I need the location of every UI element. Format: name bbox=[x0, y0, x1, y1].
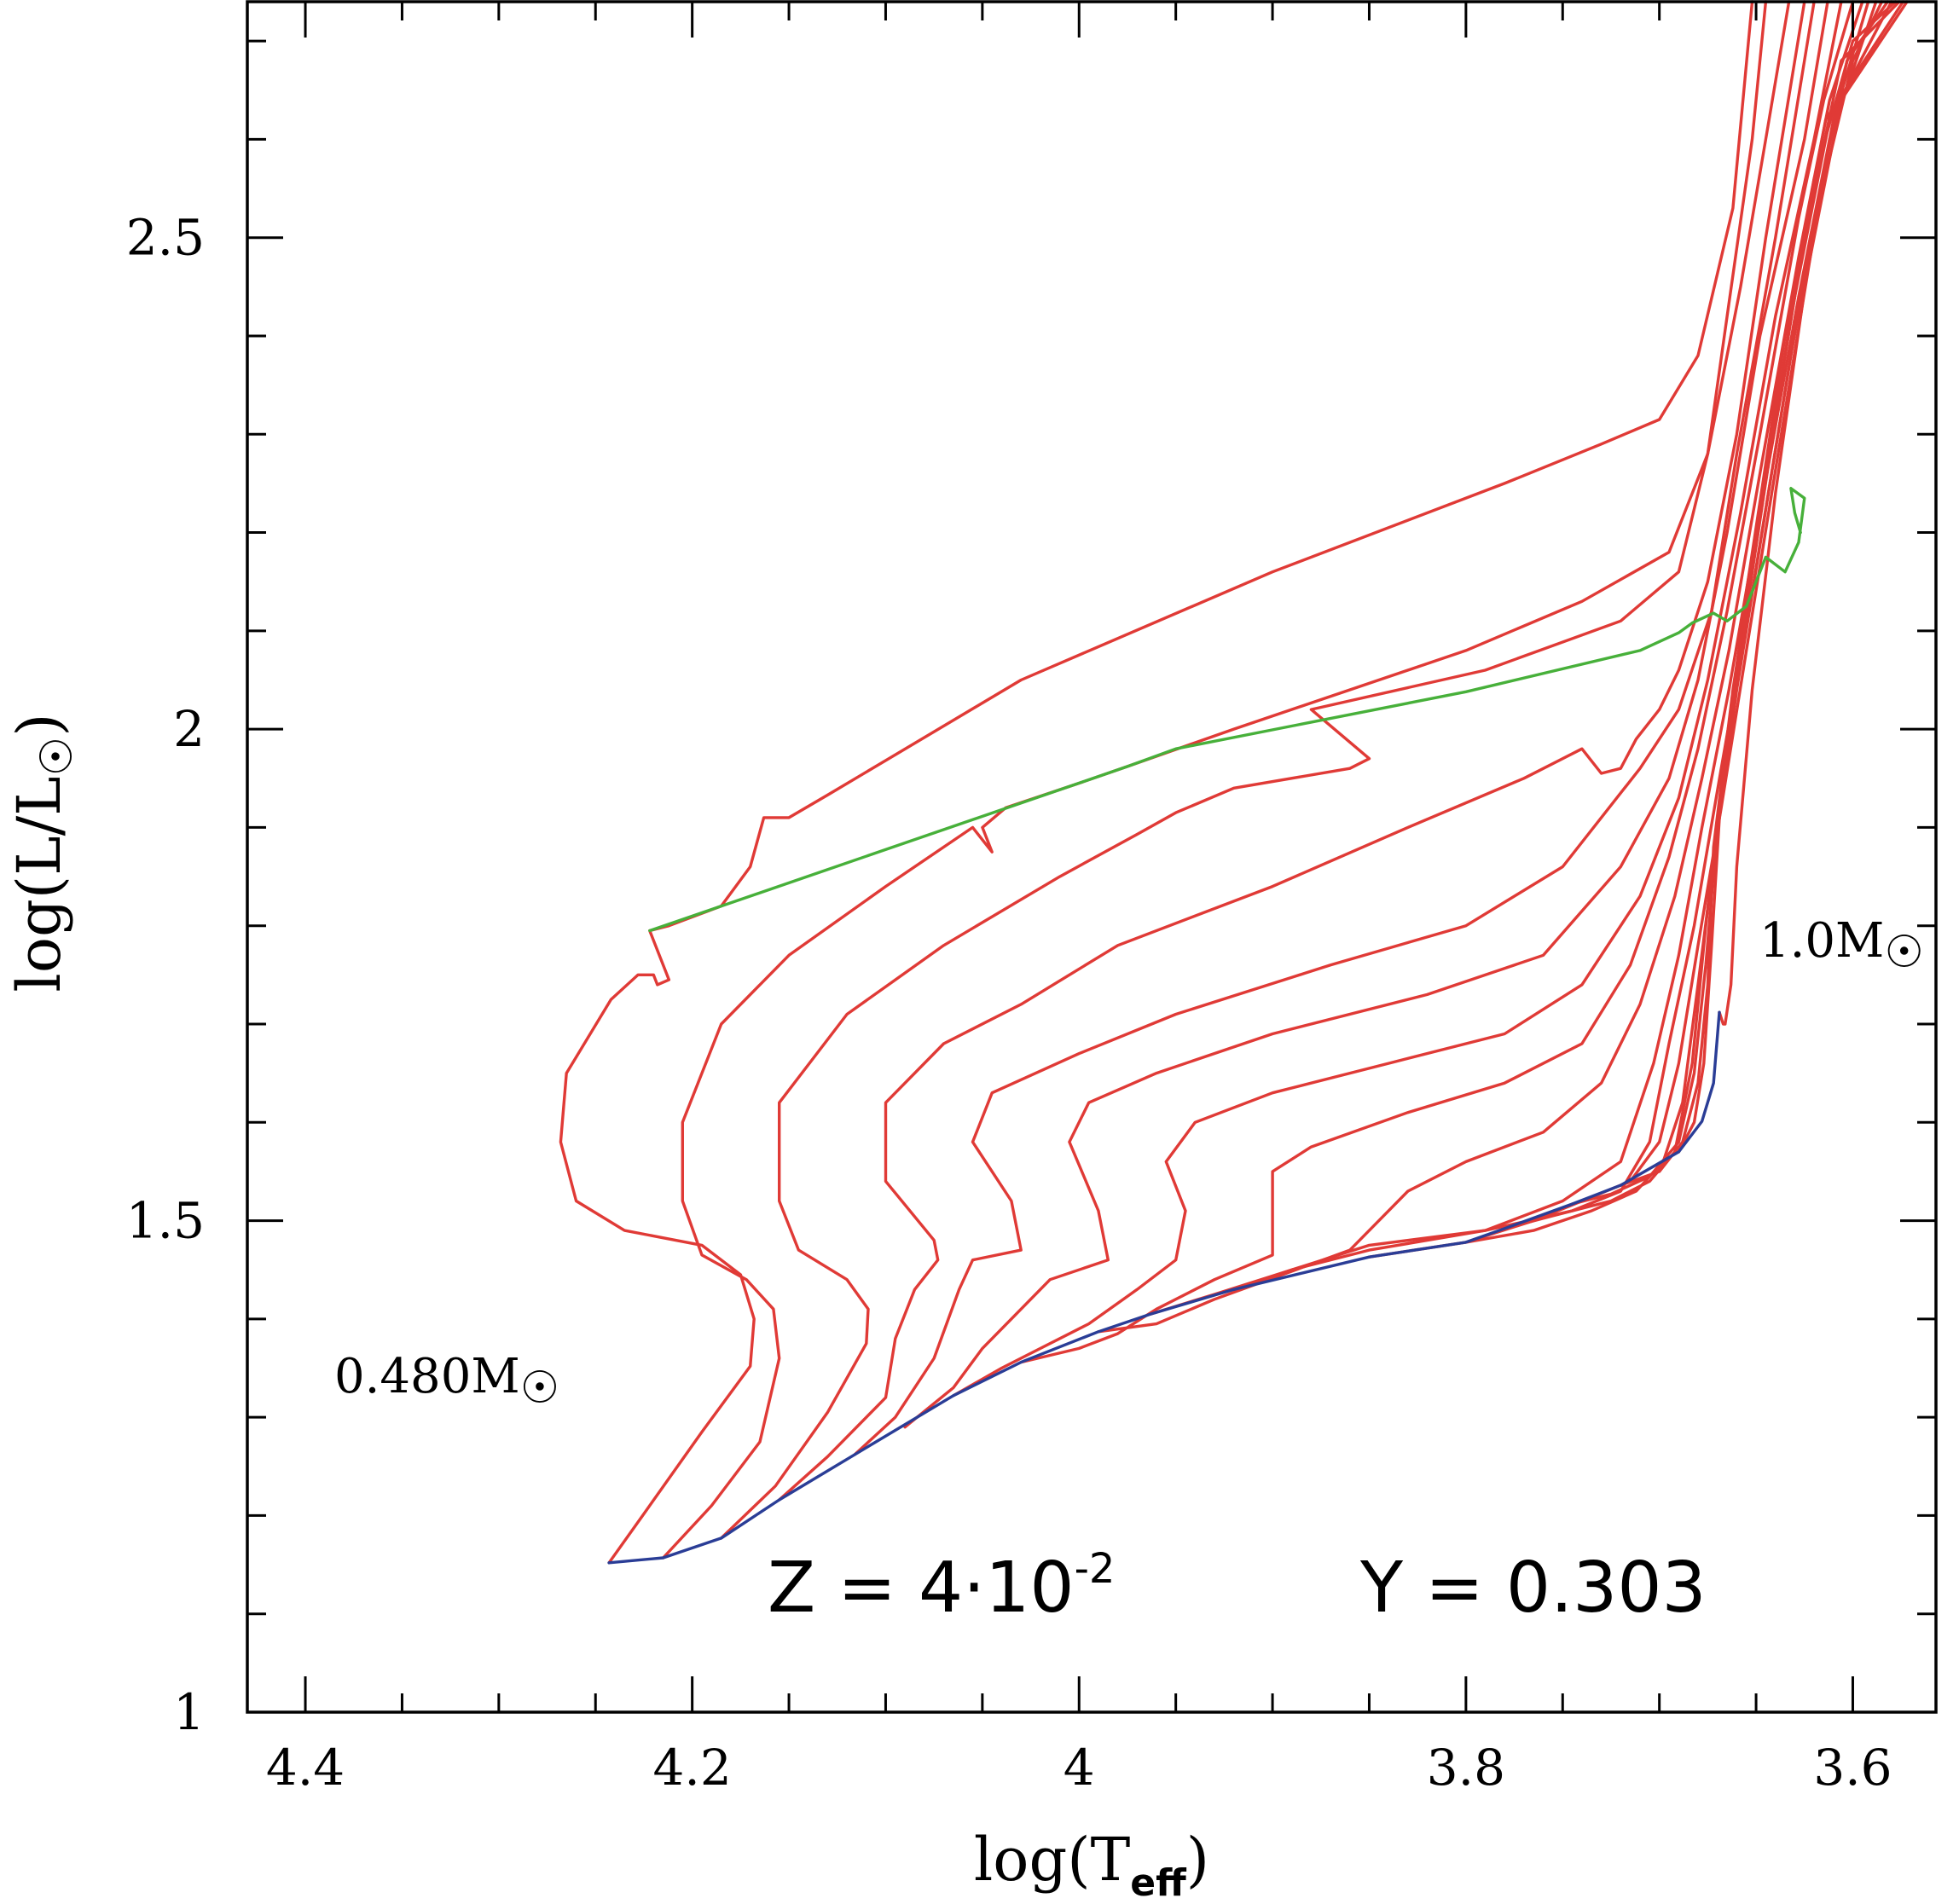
x-tick-label: 3.6 bbox=[1813, 1739, 1892, 1797]
y-tick-label: 2.5 bbox=[126, 209, 205, 267]
y-axis-label-main: log(L/L bbox=[4, 776, 74, 992]
x-tick-label: 4 bbox=[1064, 1739, 1095, 1797]
metallicity-label: Z = 4·10-2 bbox=[768, 1545, 1115, 1629]
low-mass-label: 0.480M☉ bbox=[334, 1349, 559, 1414]
helium-label: Y = 0.303 bbox=[1359, 1548, 1707, 1629]
track-line-16 bbox=[1619, 0, 1901, 1187]
y-tick-label: 2 bbox=[173, 700, 205, 758]
tick-labels: 4.4 4.2 4 3.8 3.6 1 1.5 2 2.5 bbox=[126, 209, 1892, 1797]
metallicity-value: Z = 4·10 bbox=[768, 1548, 1075, 1629]
y-axis-label-end: ) bbox=[4, 713, 74, 736]
track-line-1 bbox=[559, 0, 1754, 1565]
track-line-10 bbox=[1149, 0, 1870, 1316]
x-axis-label-sub: eff bbox=[1130, 1861, 1187, 1904]
boundary-line bbox=[648, 487, 1806, 933]
y-axis-label: log(L/L☉) bbox=[4, 713, 83, 992]
x-tick-label: 4.4 bbox=[266, 1739, 345, 1797]
track-line-3 bbox=[720, 0, 1791, 1540]
track-line-5 bbox=[853, 0, 1816, 1456]
track-line-2 bbox=[661, 0, 1768, 1560]
zahb-line-layer bbox=[607, 1010, 1721, 1565]
y-tick-label: 1 bbox=[173, 1683, 205, 1741]
track-line-18 bbox=[1718, 0, 1909, 1026]
y-axis-label-sun: ☉ bbox=[32, 737, 83, 777]
evolutionary-tracks bbox=[559, 0, 1909, 1565]
y-tick-label: 1.5 bbox=[126, 1192, 205, 1250]
x-tick-label: 4.2 bbox=[653, 1739, 732, 1797]
track-line-8 bbox=[1019, 0, 1855, 1364]
high-mass-value: 1.0M bbox=[1759, 913, 1884, 969]
track-line-9 bbox=[1097, 0, 1864, 1334]
track-line-7 bbox=[952, 0, 1843, 1398]
high-mass-label: 1.0M☉ bbox=[1759, 913, 1924, 978]
low-mass-value: 0.480M bbox=[334, 1349, 520, 1404]
track-line-17 bbox=[1677, 0, 1905, 1154]
x-axis-label-main: log(T bbox=[974, 1825, 1130, 1895]
high-mass-sun-symbol: ☉ bbox=[1884, 927, 1924, 978]
plot-frame bbox=[246, 0, 1938, 1714]
x-axis-label-end: ) bbox=[1186, 1825, 1209, 1895]
track-line-4 bbox=[778, 0, 1806, 1502]
track-line-15 bbox=[1570, 0, 1898, 1206]
boundary-line-layer bbox=[648, 487, 1806, 933]
low-mass-sun-symbol: ☉ bbox=[520, 1363, 560, 1414]
track-line-13 bbox=[1464, 0, 1889, 1244]
x-tick-label: 3.8 bbox=[1427, 1739, 1505, 1797]
zahb-line bbox=[607, 1010, 1721, 1565]
metallicity-exponent: -2 bbox=[1075, 1545, 1116, 1593]
track-line-6 bbox=[903, 0, 1829, 1429]
x-axis-label: log(Teff) bbox=[974, 1825, 1209, 1904]
